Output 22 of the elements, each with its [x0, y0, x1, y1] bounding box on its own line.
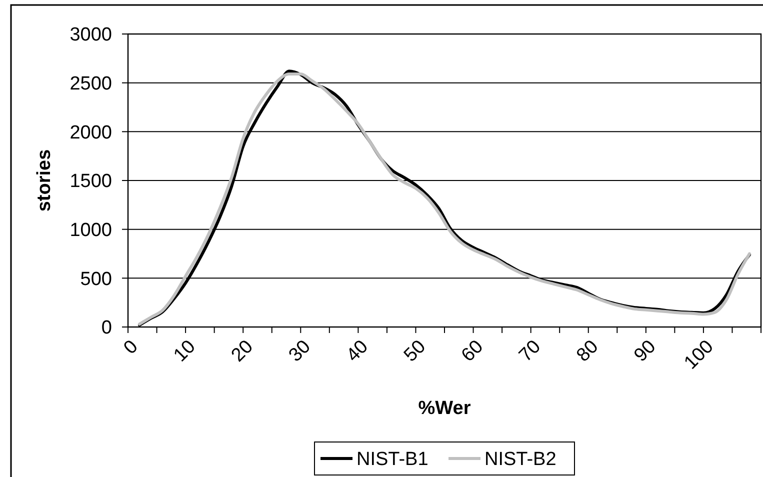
x-tick-label: 80	[572, 336, 603, 366]
legend-label: NIST-B2	[484, 449, 556, 470]
x-tick-label: 0	[120, 336, 142, 359]
x-tick-label: 30	[285, 336, 315, 366]
legend-label: NIST-B1	[356, 449, 428, 470]
x-tick-label: 20	[228, 336, 258, 366]
x-tick-label: 90	[630, 336, 660, 366]
x-tick-label: 10	[170, 336, 200, 366]
y-tick-label: 500	[80, 268, 112, 290]
y-tick-label: 3000	[70, 24, 112, 46]
y-tick-label: 0	[101, 318, 112, 339]
x-tick-label: 60	[458, 336, 488, 366]
y-tick-label: 2500	[70, 73, 112, 94]
x-tick-label: 70	[515, 336, 546, 366]
x-tick-label: 100	[680, 336, 718, 374]
y-tick-label: 2000	[70, 122, 112, 144]
y-tick-label: 1500	[70, 171, 112, 192]
x-tick-label: 40	[342, 336, 372, 366]
y-axis-title: stories	[34, 149, 55, 212]
y-tick-label: 1000	[70, 220, 112, 241]
x-tick-label: 50	[400, 336, 430, 366]
x-axis-title: %Wer	[418, 398, 472, 419]
